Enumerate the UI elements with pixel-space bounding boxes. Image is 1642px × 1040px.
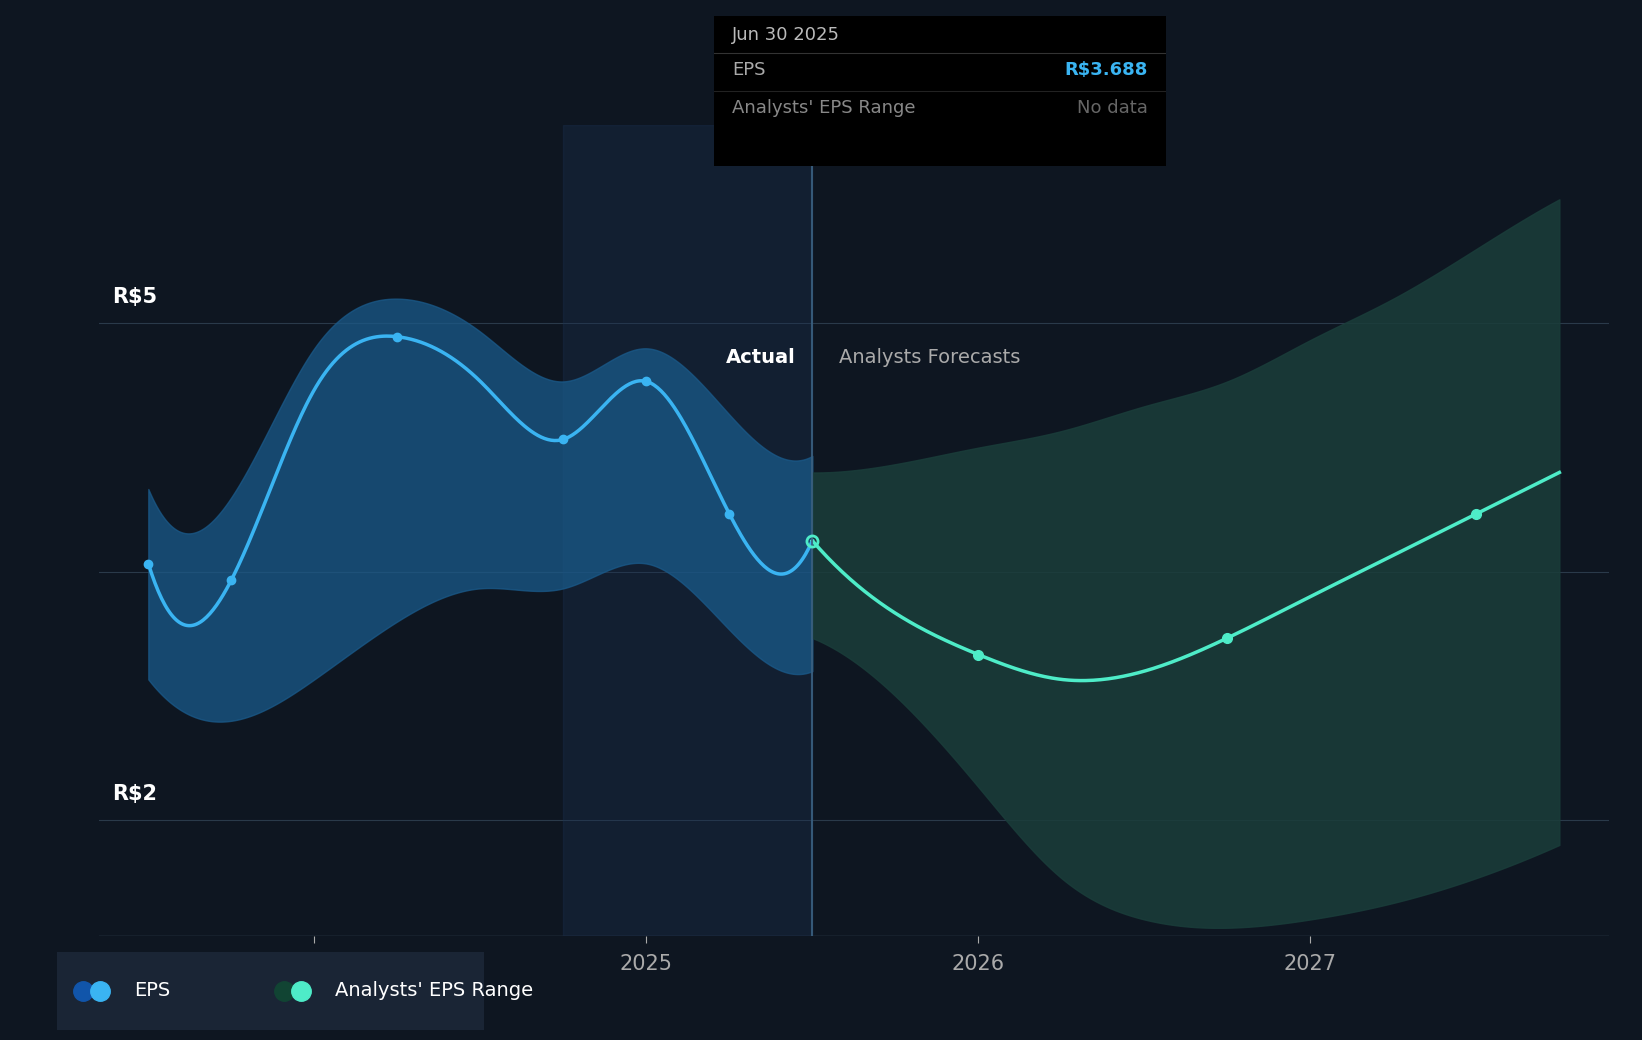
Text: EPS: EPS: [732, 60, 765, 79]
Text: Analysts' EPS Range: Analysts' EPS Range: [732, 99, 916, 116]
Text: R$3.688: R$3.688: [1064, 60, 1148, 79]
Text: Jun 30 2025: Jun 30 2025: [732, 26, 841, 44]
Text: EPS: EPS: [135, 981, 171, 1000]
Text: Analysts Forecasts: Analysts Forecasts: [839, 348, 1020, 367]
Text: No data: No data: [1077, 99, 1148, 116]
Text: Analysts' EPS Range: Analysts' EPS Range: [335, 981, 534, 1000]
Bar: [563, 125, 813, 936]
Text: R$5: R$5: [112, 287, 158, 307]
Text: R$2: R$2: [112, 783, 156, 804]
Text: Actual: Actual: [726, 348, 796, 367]
